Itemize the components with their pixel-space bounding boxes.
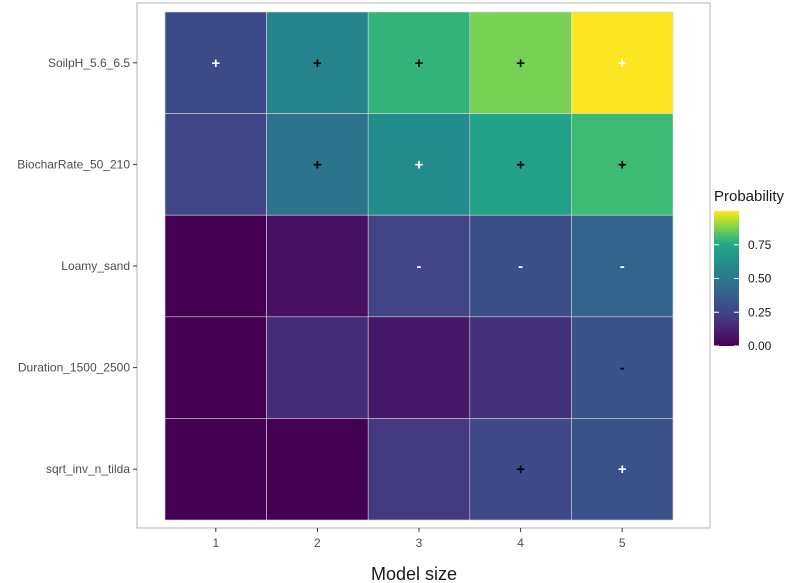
cell-sign: + [313, 55, 322, 72]
heatmap-cell [266, 214, 369, 318]
heatmap-cell [469, 316, 572, 419]
heatmap-cell [266, 113, 369, 216]
cell-sign: + [516, 461, 525, 478]
cell-sign: - [518, 258, 523, 275]
cell-sign: + [313, 156, 322, 173]
x-axis-title: Model size [371, 564, 457, 583]
heatmap-cell [571, 316, 674, 419]
heatmap-cell [164, 11, 267, 114]
x-tick-label: 2 [314, 536, 321, 550]
y-tick-label: Loamy_sand [61, 259, 130, 273]
heatmap-cell [469, 214, 572, 318]
cell-sign: + [415, 156, 424, 173]
heatmap-cell [469, 11, 572, 114]
y-tick-label: sqrt_inv_n_tilda [46, 462, 130, 476]
legend-tick-label: 0.25 [748, 305, 772, 319]
legend-title: Probability [714, 188, 785, 205]
heatmap-cell [571, 113, 674, 216]
heatmap-cell [571, 418, 674, 521]
x-tick-label: 4 [517, 536, 524, 550]
legend-tick-label: 0.00 [748, 339, 772, 353]
cell-sign: + [618, 55, 627, 72]
heatmap-cell [367, 214, 471, 318]
x-tick-label: 3 [416, 536, 423, 550]
heatmap-cell [164, 113, 267, 216]
cell-sign: - [620, 360, 625, 377]
cell-sign: - [620, 258, 625, 275]
x-tick-label: 5 [619, 536, 626, 550]
heatmap-cell [367, 11, 471, 114]
heatmap-cell [469, 418, 572, 521]
y-tick-label: Duration_1500_2500 [18, 361, 130, 375]
heatmap-cell [164, 316, 267, 419]
cell-sign: + [211, 55, 220, 72]
cell-sign: + [516, 156, 525, 173]
cell-sign: + [415, 55, 424, 72]
heatmap-cell [266, 418, 369, 521]
cell-sign: - [417, 258, 422, 275]
heatmap-cell [266, 316, 369, 419]
heatmap-cell [266, 11, 369, 114]
x-axis: 1 2 3 4 5 [212, 528, 626, 550]
legend-ticks: 0.00 0.25 0.50 0.75 [714, 238, 772, 353]
heatmap-cell [367, 418, 471, 521]
heatmap-cell [571, 214, 674, 318]
cell-signs: + + + + + + + + + - - - - + + [211, 55, 626, 478]
y-tick-label: SoilpH_5.6_6.5 [48, 56, 130, 70]
legend: Probability 0.00 0.25 0.50 0.75 [714, 188, 785, 353]
heatmap-cell [571, 11, 674, 114]
cell-sign: + [618, 461, 627, 478]
cell-sign: + [618, 156, 627, 173]
heatmap-cell [164, 214, 267, 318]
y-tick-label: BiocharRate_50_210 [17, 157, 130, 171]
x-tick-label: 1 [212, 536, 219, 550]
heatmap-cell [367, 316, 471, 419]
cell-sign: + [516, 55, 525, 72]
heatmap-cell [469, 113, 572, 216]
heatmap-cells [164, 11, 674, 521]
legend-tick-label: 0.50 [748, 272, 772, 286]
heatmap-cell [164, 418, 267, 521]
y-axis: SoilpH_5.6_6.5 BiocharRate_50_210 Loamy_sa… [17, 56, 137, 476]
legend-tick-label: 0.75 [748, 238, 772, 252]
